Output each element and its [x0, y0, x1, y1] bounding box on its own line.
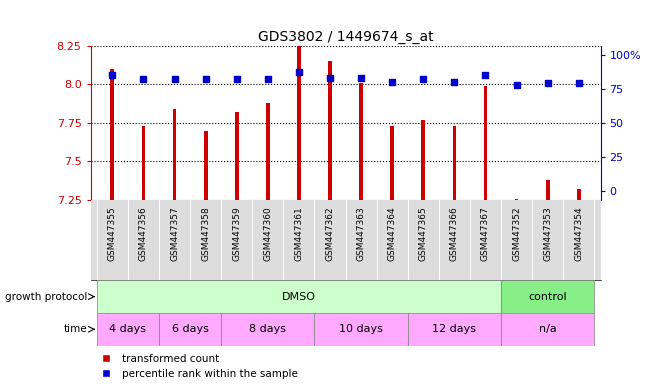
Text: GSM447352: GSM447352 [512, 206, 521, 261]
Bar [97, 313, 159, 346]
Bar [391, 126, 394, 200]
Text: GSM447363: GSM447363 [356, 206, 366, 261]
Bar [515, 199, 519, 200]
Text: 10 days: 10 days [339, 324, 383, 334]
Bar [111, 69, 114, 200]
Text: n/a: n/a [539, 324, 556, 334]
Point [449, 79, 460, 85]
Text: 8 days: 8 days [250, 324, 287, 334]
Text: GSM447364: GSM447364 [388, 206, 397, 261]
Point [511, 81, 522, 88]
Bar [421, 120, 425, 200]
Point [480, 72, 491, 78]
Point [262, 76, 273, 82]
Point [169, 76, 180, 82]
Legend: transformed count, percentile rank within the sample: transformed count, percentile rank withi… [96, 354, 298, 379]
Bar [97, 280, 501, 313]
Text: 4 days: 4 days [109, 324, 146, 334]
Text: GSM447359: GSM447359 [232, 206, 242, 261]
Bar [452, 126, 456, 200]
Bar [266, 103, 270, 200]
Point [200, 76, 211, 82]
Bar [235, 112, 239, 200]
Bar [328, 61, 332, 200]
Bar [297, 46, 301, 200]
Text: GSM447366: GSM447366 [450, 206, 459, 261]
Point [293, 69, 304, 75]
Text: GSM447356: GSM447356 [139, 206, 148, 261]
Text: GSM447355: GSM447355 [108, 206, 117, 261]
Point [138, 76, 149, 82]
Text: GSM447365: GSM447365 [419, 206, 428, 261]
Text: DMSO: DMSO [282, 291, 316, 302]
Bar [315, 313, 408, 346]
Text: growth protocol: growth protocol [5, 291, 87, 302]
Bar [484, 86, 487, 200]
Title: GDS3802 / 1449674_s_at: GDS3802 / 1449674_s_at [258, 30, 433, 44]
Text: GSM447360: GSM447360 [263, 206, 272, 261]
Text: GSM447358: GSM447358 [201, 206, 210, 261]
Point [418, 76, 429, 82]
Text: GSM447353: GSM447353 [544, 206, 552, 261]
Bar [221, 313, 315, 346]
Bar [204, 131, 207, 200]
Bar [159, 313, 221, 346]
Bar [501, 280, 595, 313]
Text: GSM447357: GSM447357 [170, 206, 179, 261]
Bar [577, 189, 580, 200]
Text: GSM447362: GSM447362 [325, 206, 335, 261]
Point [387, 79, 398, 85]
Bar [408, 313, 501, 346]
Bar [501, 313, 595, 346]
Text: GSM447354: GSM447354 [574, 206, 583, 261]
Bar [359, 83, 363, 200]
Text: 6 days: 6 days [172, 324, 209, 334]
Text: time: time [64, 324, 87, 334]
Text: GSM447367: GSM447367 [481, 206, 490, 261]
Bar [546, 180, 550, 200]
Bar [142, 126, 146, 200]
Point [356, 75, 366, 81]
Point [107, 72, 117, 78]
Point [574, 80, 584, 86]
Bar [172, 109, 176, 200]
Point [231, 76, 242, 82]
Point [542, 80, 553, 86]
Text: 12 days: 12 days [432, 324, 476, 334]
Text: control: control [528, 291, 567, 302]
Point [325, 75, 336, 81]
Text: GSM447361: GSM447361 [295, 206, 303, 261]
